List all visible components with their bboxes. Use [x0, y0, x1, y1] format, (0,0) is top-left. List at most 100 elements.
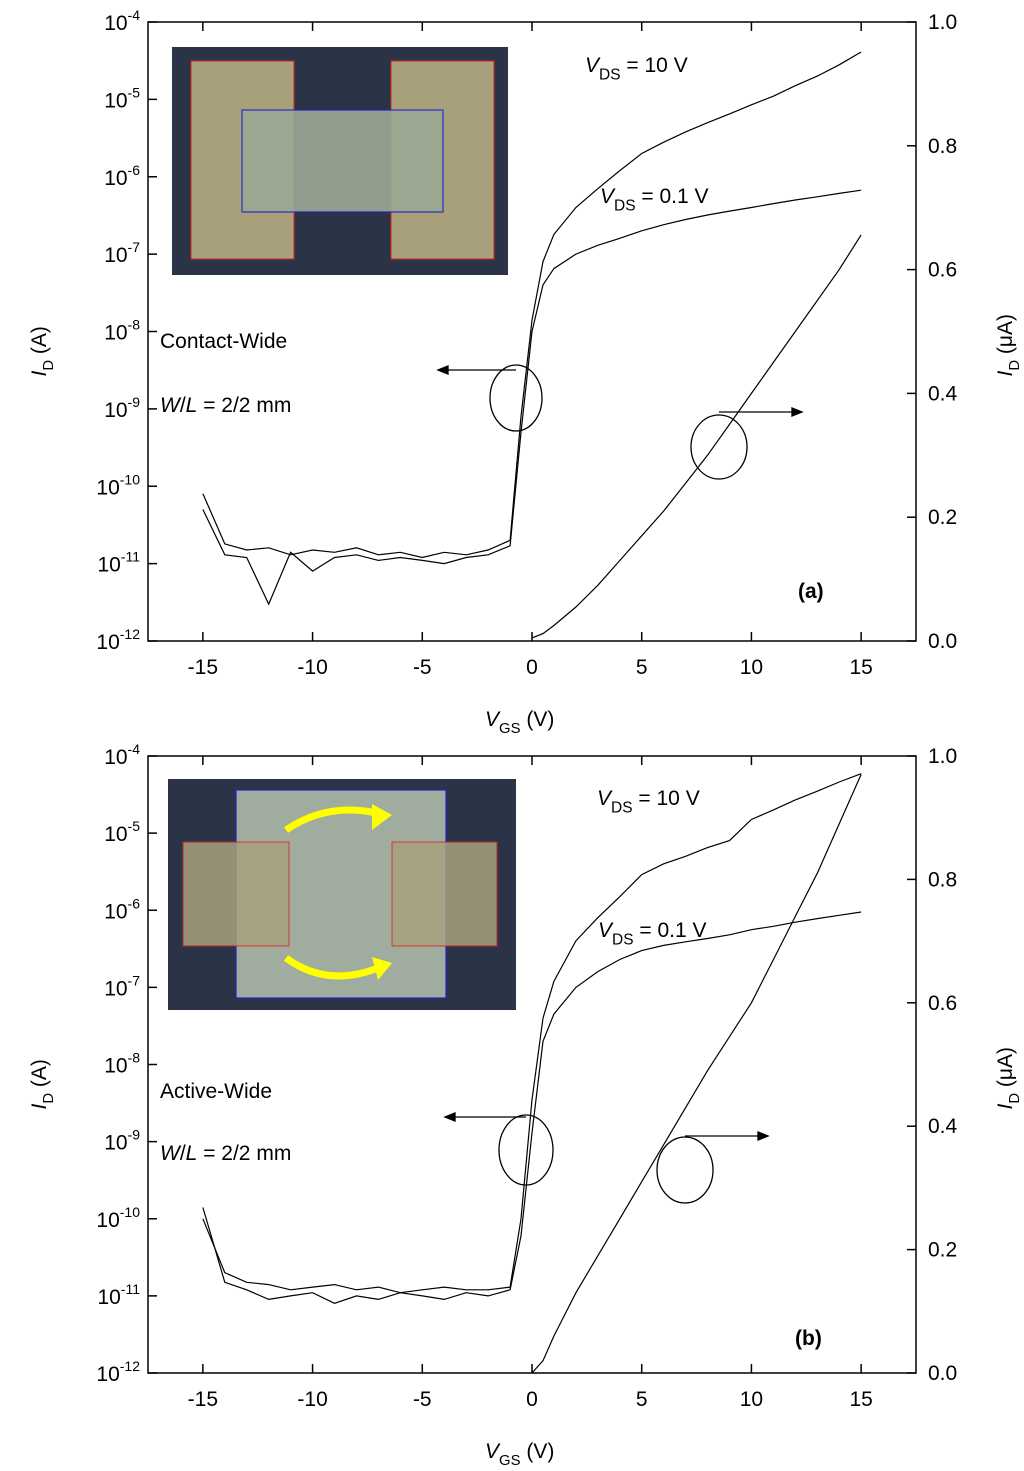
y2-tick-label: 0.4 — [928, 382, 958, 405]
label: ID (A) — [28, 326, 57, 376]
label-part: (A) — [28, 326, 51, 360]
y-tick-label: 10-5 — [104, 818, 140, 846]
label-part: / — [180, 394, 186, 417]
y-tick-label: 10-8 — [104, 1050, 140, 1078]
label-part: D — [1007, 1093, 1023, 1104]
y2-tick-label: 0.0 — [928, 1362, 957, 1385]
label: ID (μA) — [994, 314, 1023, 377]
label-part: GS — [499, 721, 521, 737]
x-tick-label: -15 — [188, 1388, 218, 1411]
label-part: I — [28, 1104, 51, 1110]
y-tick-label: 10-4 — [104, 741, 140, 769]
y2-tick-label: 0.8 — [928, 135, 957, 158]
label-part: / — [180, 1142, 186, 1165]
label: VGS (V) — [485, 708, 554, 737]
y-tick-label: 10-12 — [96, 1358, 140, 1386]
label-part: W — [160, 1142, 182, 1165]
x-tick-label: 10 — [740, 656, 763, 679]
y-tick-label: 10-9 — [104, 394, 140, 422]
y-tick-label: 10-12 — [96, 626, 140, 654]
panel-label: (a) — [798, 580, 824, 603]
series-line — [531, 234, 862, 639]
label-part: DS — [612, 932, 634, 949]
series-line — [202, 911, 862, 1304]
x-tick-label: -15 — [188, 656, 218, 679]
label-part: D — [41, 1093, 57, 1104]
label-part: = 2/2 mm — [197, 394, 291, 417]
x-tick-label: 15 — [849, 1388, 872, 1411]
y-tick-label: 10-10 — [96, 471, 140, 499]
x-tick-label: -5 — [413, 656, 432, 679]
label: VDS = 0.1 V — [598, 919, 707, 949]
label-part: GS — [499, 1453, 521, 1469]
y-tick-label: 10-5 — [104, 84, 140, 112]
label: W/L = 2/2 mm — [160, 1142, 291, 1165]
panel-label: (b) — [795, 1327, 822, 1350]
y-tick-label: 10-7 — [104, 972, 140, 1000]
label-part: V — [485, 1440, 501, 1463]
inset-b — [168, 779, 516, 1010]
label-part: (μA) — [994, 314, 1017, 360]
label-part: V — [485, 708, 501, 731]
x-tick-label: -10 — [297, 1388, 327, 1411]
y2-tick-label: 0.6 — [928, 992, 957, 1015]
label-part: DS — [614, 198, 636, 215]
label-part: (A) — [28, 1059, 51, 1093]
label-part: I — [994, 371, 1017, 377]
label-part: = 0.1 V — [634, 919, 707, 942]
label-part: D — [1007, 360, 1023, 371]
y2-tick-label: 0.8 — [928, 868, 957, 891]
device-label: Active-Wide — [160, 1080, 272, 1103]
label-part: (V) — [521, 708, 555, 731]
x-tick-label: 5 — [636, 656, 648, 679]
series-line — [202, 773, 862, 1294]
x-tick-label: -5 — [413, 1388, 432, 1411]
y2-tick-label: 0.6 — [928, 259, 957, 282]
series-line — [202, 51, 862, 559]
y-tick-label: 10-4 — [104, 7, 140, 35]
y2-tick-label: 0.2 — [928, 1239, 957, 1262]
label-part: I — [28, 371, 51, 377]
label-part: V — [597, 787, 613, 810]
y-tick-label: 10-11 — [97, 549, 140, 577]
label-part: (μA) — [994, 1047, 1017, 1093]
label-part: V — [585, 54, 601, 77]
x-tick-label: -10 — [297, 656, 327, 679]
y-tick-label: 10-10 — [96, 1204, 140, 1232]
label-part: DS — [599, 67, 621, 84]
label: VGS (V) — [485, 1440, 554, 1469]
y-tick-label: 10-6 — [104, 162, 140, 190]
label-part: = 2/2 mm — [197, 1142, 291, 1165]
y-tick-label: 10-7 — [104, 239, 140, 267]
label-part: = 0.1 V — [636, 185, 709, 208]
label-part: = 10 V — [621, 54, 688, 77]
x-tick-label: 10 — [740, 1388, 763, 1411]
label-part: (V) — [521, 1440, 555, 1463]
label-part: I — [994, 1104, 1017, 1110]
y-tick-label: 10-6 — [104, 895, 140, 923]
y2-tick-label: 0.4 — [928, 1115, 958, 1138]
y-tick-label: 10-8 — [104, 317, 140, 345]
label-part: V — [600, 185, 616, 208]
label: VDS = 10 V — [585, 54, 688, 84]
y2-tick-label: 1.0 — [928, 745, 957, 768]
label: VDS = 10 V — [597, 787, 700, 817]
x-tick-label: 0 — [526, 1388, 538, 1411]
x-tick-label: 0 — [526, 656, 538, 679]
label-part: L — [186, 394, 198, 417]
x-tick-label: 5 — [636, 1388, 648, 1411]
y2-tick-label: 1.0 — [928, 11, 957, 34]
label-part: L — [186, 1142, 198, 1165]
label-part: W — [160, 394, 182, 417]
label: ID (μA) — [994, 1047, 1023, 1110]
series-line — [531, 774, 862, 1374]
label-part: = 10 V — [633, 787, 700, 810]
inset-a — [172, 47, 508, 275]
y-tick-label: 10-9 — [104, 1127, 140, 1155]
label: VDS = 0.1 V — [600, 185, 709, 215]
y2-tick-label: 0.0 — [928, 630, 957, 653]
label-part: V — [598, 919, 614, 942]
y-tick-label: 10-11 — [97, 1281, 140, 1309]
series-line — [202, 189, 862, 606]
